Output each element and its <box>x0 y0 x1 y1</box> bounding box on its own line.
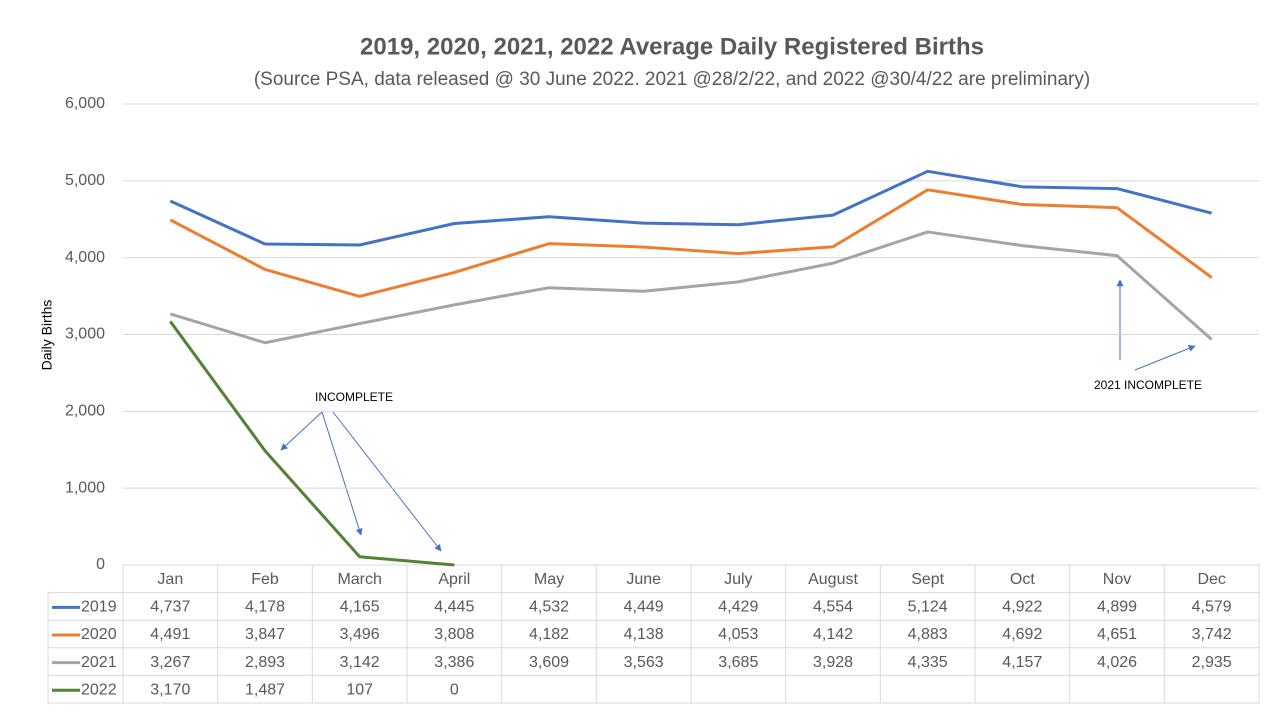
data-table-cell: 4,651 <box>1097 626 1137 643</box>
data-table-cell: 4,429 <box>718 599 758 616</box>
x-tick-label: April <box>438 571 470 588</box>
data-table-cell: 3,386 <box>434 654 474 671</box>
y-axis-label: Daily Births <box>39 300 55 371</box>
annotation: INCOMPLETE <box>315 390 393 404</box>
data-table-cell: 4,142 <box>813 626 853 643</box>
data-table-cell: 1,487 <box>245 681 285 698</box>
data-table-cell: 3,742 <box>1192 626 1232 643</box>
x-tick-label: July <box>724 571 752 588</box>
data-table-cell: 4,922 <box>1002 599 1042 616</box>
data-table-cell: 4,445 <box>434 599 474 616</box>
x-tick-label: March <box>337 571 381 588</box>
data-table-cell: 4,899 <box>1097 599 1137 616</box>
data-table-cell: 107 <box>346 681 373 698</box>
data-table-cell: 3,170 <box>150 681 190 698</box>
x-tick-label: Sept <box>911 571 944 588</box>
data-table-cell: 3,142 <box>340 654 380 671</box>
series-line <box>169 169 1213 247</box>
data-table-cell: 3,847 <box>245 626 285 643</box>
chart-title: 2019, 2020, 2021, 2022 Average Daily Reg… <box>360 33 984 60</box>
data-table-cell: 4,165 <box>340 599 380 616</box>
data-table-cell: 4,737 <box>150 599 190 616</box>
annotation-arrows <box>280 279 1196 552</box>
x-tick-label: Dec <box>1197 571 1225 588</box>
data-table-cell: 3,609 <box>529 654 569 671</box>
legend-label: 2020 <box>81 626 117 643</box>
data-table-cell: 3,685 <box>718 654 758 671</box>
x-tick-label: May <box>534 571 564 588</box>
data-table-cell: 3,808 <box>434 626 474 643</box>
data-table-cell: 2,935 <box>1192 654 1232 671</box>
data-table-cell: 4,178 <box>245 599 285 616</box>
y-tick-label: 2,000 <box>65 403 105 420</box>
data-table-cell: 3,563 <box>624 654 664 671</box>
data-table-cell: 4,053 <box>718 626 758 643</box>
y-tick-label: 0 <box>96 556 105 573</box>
chart-subtitle: (Source PSA, data released @ 30 June 202… <box>254 69 1090 90</box>
x-tick-label: Feb <box>251 571 279 588</box>
series-line <box>169 230 1213 345</box>
x-tick-label: August <box>808 571 858 588</box>
data-table-cell: 4,026 <box>1097 654 1137 671</box>
x-tick-label: Oct <box>1010 571 1035 588</box>
data-table-cell: 3,928 <box>813 654 853 671</box>
data-table-cell: 4,491 <box>150 626 190 643</box>
data-table-cell: 4,449 <box>624 599 664 616</box>
y-tick-label: 5,000 <box>65 172 105 189</box>
x-tick-label: Jan <box>157 571 183 588</box>
data-table-cell: 3,267 <box>150 654 190 671</box>
legend-label: 2019 <box>81 599 117 616</box>
data-table-cell: 5,124 <box>908 599 948 616</box>
y-tick-label: 6,000 <box>65 95 105 112</box>
data-table-cell: 4,883 <box>908 626 948 643</box>
y-tick-label: 1,000 <box>65 479 105 496</box>
legend-label: 2022 <box>81 681 117 698</box>
x-tick-label: June <box>626 571 661 588</box>
data-table-cell: 4,554 <box>813 599 853 616</box>
data-table-cell: 2,893 <box>245 654 285 671</box>
data-table-cell: 4,138 <box>624 626 664 643</box>
data-table-cell: 4,532 <box>529 599 569 616</box>
data-table-cell: 4,182 <box>529 626 569 643</box>
data-table-cell: 4,692 <box>1002 626 1042 643</box>
series-line <box>169 320 455 567</box>
data-table-cell: 4,579 <box>1192 599 1232 616</box>
series-line <box>169 188 1213 298</box>
data-table-cell: 4,335 <box>908 654 948 671</box>
annotation: 2021 INCOMPLETE <box>1094 378 1202 392</box>
data-table-cell: 4,157 <box>1002 654 1042 671</box>
legend-label: 2021 <box>81 654 117 671</box>
y-tick-label: 4,000 <box>65 249 105 266</box>
y-tick-label: 3,000 <box>65 326 105 343</box>
data-table-cell: 3,496 <box>340 626 380 643</box>
data-table-cell: 0 <box>450 681 459 698</box>
x-tick-label: Nov <box>1103 571 1131 588</box>
